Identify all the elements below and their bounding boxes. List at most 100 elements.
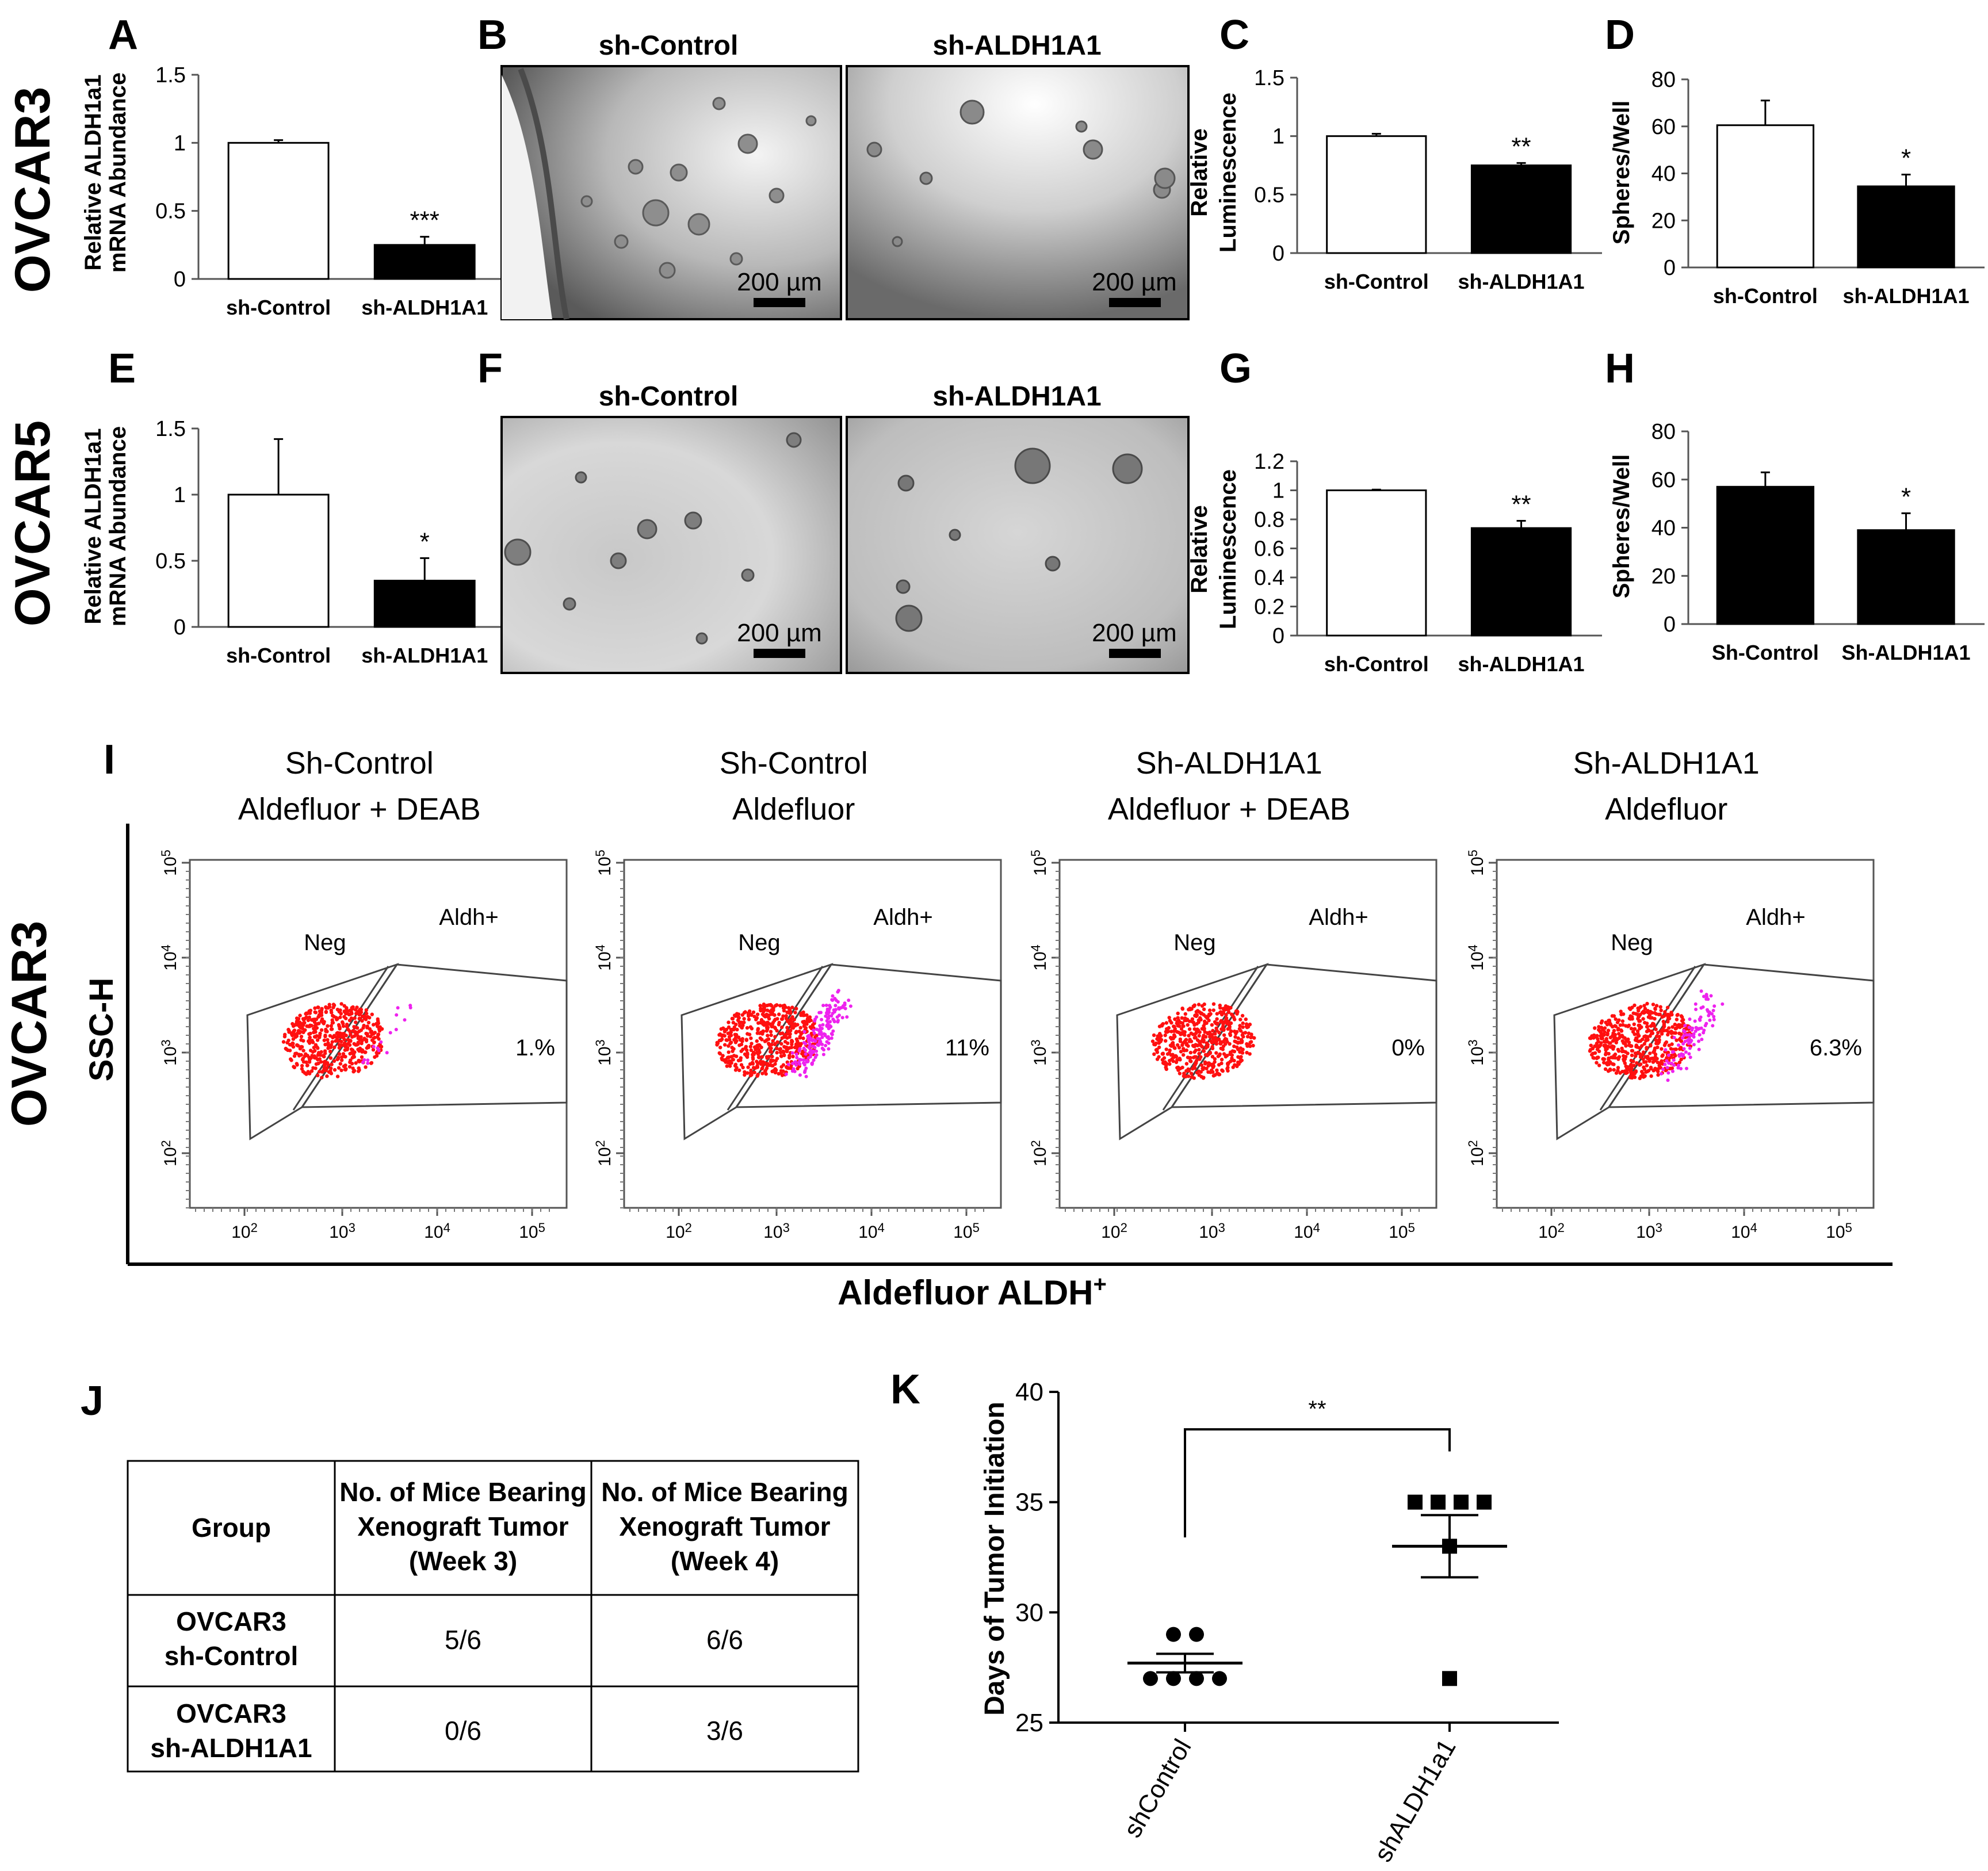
flow-event-dot	[778, 1047, 782, 1051]
flow-event-dot	[717, 1033, 721, 1037]
flow-event-dot	[1178, 1037, 1183, 1042]
colonies-b-left	[580, 97, 817, 279]
table-row1-week4: 6/6	[706, 1625, 743, 1655]
flow-event-dot	[734, 1022, 738, 1027]
flow-event-dot	[718, 1046, 722, 1050]
flow-event-dot	[364, 1017, 368, 1021]
flow-event-dot	[725, 1064, 729, 1068]
flow-event-dot	[787, 1055, 792, 1060]
flow-event-dot	[308, 1023, 312, 1027]
flow-event-dot	[357, 1011, 361, 1015]
micrograph-f-title-right: sh-ALDH1A1	[932, 381, 1101, 412]
flow-event-dot	[798, 1036, 802, 1040]
flow-event-dot	[1629, 1070, 1633, 1074]
flow-event-dot	[1244, 1024, 1249, 1028]
flow-event-dot	[314, 1043, 318, 1047]
flow-event-dot	[1660, 1054, 1664, 1058]
flow-positive-dot	[831, 994, 835, 998]
table-header-group: Group	[192, 1513, 271, 1543]
flow-positive-dot	[1708, 1018, 1712, 1022]
flow-event-dot	[326, 1041, 330, 1045]
flow-event-dot	[320, 1076, 324, 1080]
flow-positive-dot	[811, 1039, 815, 1043]
flow-event-dot	[1202, 1007, 1206, 1012]
flow-event-dot	[1225, 1054, 1229, 1058]
table-row1-week3: 5/6	[445, 1625, 481, 1655]
flow-positive-dot	[828, 1020, 832, 1024]
flow-event-dot	[299, 1038, 303, 1042]
flow-event-dot	[377, 1029, 382, 1033]
flow-event-dot	[319, 1050, 323, 1054]
data-point	[1442, 1671, 1457, 1686]
data-point	[1408, 1494, 1423, 1510]
flow-event-dot	[347, 1043, 352, 1047]
flow-event-dot	[1629, 1058, 1633, 1063]
flow-event-dot	[731, 1020, 736, 1025]
micrograph-f: sh-Control sh-ALDH1A1 200 µm 200 µm	[500, 381, 1190, 674]
flow-positive-dot	[825, 1040, 829, 1044]
bar	[1326, 135, 1427, 254]
flow-positive-dot	[1667, 1061, 1671, 1065]
flow-event-dot	[1168, 1058, 1172, 1063]
flow-event-dot	[1184, 1062, 1189, 1066]
flow-event-dot	[343, 1067, 347, 1072]
flow-event-dot	[797, 1042, 801, 1046]
flow-event-dot	[359, 1035, 363, 1039]
flow-event-dot	[716, 1041, 720, 1046]
flow-positive-dot	[820, 1017, 824, 1021]
flow-positive-dot	[827, 1047, 831, 1051]
flow-event-dot	[1617, 1036, 1621, 1040]
flow-event-dot	[296, 1044, 300, 1048]
flow-event-dot	[1174, 1055, 1179, 1059]
y-tick-label: 0.5	[155, 200, 186, 224]
flow-event-dot	[1239, 1058, 1243, 1062]
flow-event-dot	[355, 1032, 359, 1036]
flow-positive-dot	[408, 1006, 412, 1009]
flow-event-dot	[316, 1061, 320, 1066]
flow-event-dot	[352, 1034, 357, 1038]
flow-event-dot	[341, 1024, 346, 1028]
flow-event-dot	[304, 1060, 308, 1065]
flow-event-dot	[1220, 1068, 1224, 1072]
flow-event-dot	[1164, 1021, 1169, 1025]
flow-event-dot	[350, 1062, 354, 1066]
flow-event-dot	[1616, 1066, 1620, 1070]
flow-event-dot	[772, 1069, 776, 1073]
flow-x-tick-label: 103	[1636, 1220, 1662, 1242]
flow-event-dot	[1604, 1038, 1608, 1042]
flow-event-dot	[1649, 1043, 1653, 1047]
x-tick-label: Sh-ALDH1A1	[1842, 641, 1971, 664]
flow-event-dot	[366, 1015, 370, 1019]
flow-event-dot	[1649, 1024, 1653, 1028]
flow-event-dot	[1164, 1061, 1168, 1066]
flow-positive-dot	[815, 1015, 819, 1019]
flow-event-dot	[364, 1065, 368, 1069]
flow-event-dot	[1597, 1063, 1601, 1067]
flow-event-dot	[1618, 1023, 1623, 1027]
flow-y-tick-label: 105	[593, 850, 614, 876]
flow-event-dot	[1652, 1050, 1656, 1054]
flow-event-dot	[721, 1034, 725, 1038]
xenograft-table: Group No. of Mice Bearing Xenograft Tumo…	[127, 1460, 859, 1773]
flow-event-dot	[330, 1027, 334, 1031]
flow-event-dot	[1628, 1076, 1633, 1080]
flow-event-dot	[786, 1041, 790, 1046]
flow-event-dot	[292, 1032, 296, 1036]
flow-event-dot	[744, 1038, 749, 1042]
flow-event-dot	[1173, 1017, 1177, 1021]
flow-event-dot	[360, 1019, 364, 1023]
flow-event-dot	[1653, 1007, 1657, 1011]
flow-event-dot	[1590, 1053, 1594, 1057]
flow-event-dot	[1226, 1019, 1230, 1023]
flow-event-dot	[1588, 1048, 1593, 1052]
table-header-week3-line3: (Week 3)	[409, 1546, 517, 1576]
flow-y-tick-label: 103	[593, 1039, 614, 1066]
flow-event-dot	[301, 1069, 305, 1074]
flow-event-dot	[1217, 1063, 1221, 1067]
panel-letter-e: E	[108, 346, 136, 392]
flow-positive-dot	[1672, 1058, 1676, 1062]
flow-event-dot	[721, 1054, 725, 1058]
flow-event-dot	[798, 1026, 802, 1030]
chart-h: 0 20 40 60 80 Sh-Control * Sh-ALDH1A1 Spheres/We…	[1609, 420, 1985, 664]
flow-title-line1: Sh-Control	[720, 746, 868, 780]
